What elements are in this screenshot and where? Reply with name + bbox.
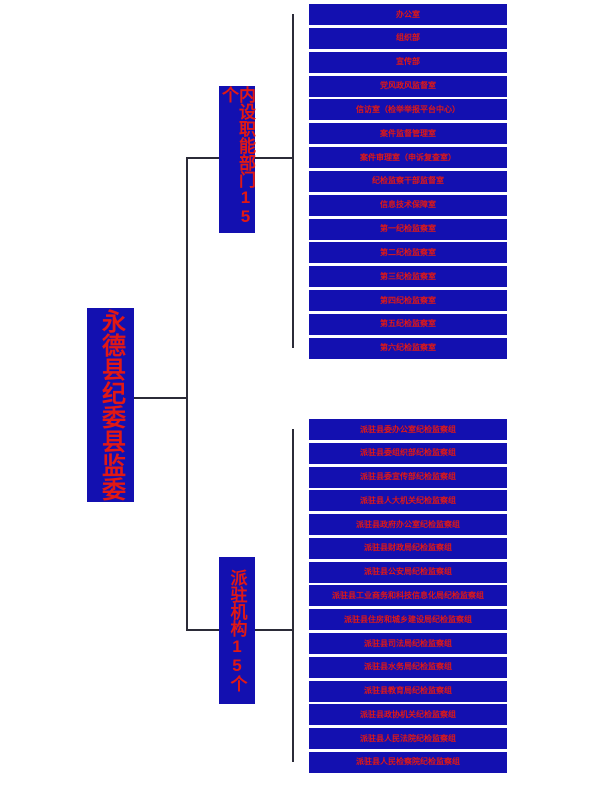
org-unit-node[interactable]: 案件监督管理室	[309, 123, 507, 145]
org-unit-node[interactable]: 第五纪检监察室	[309, 313, 507, 335]
org-unit-node[interactable]: 宣传部	[309, 51, 507, 73]
org-unit-node[interactable]: 派驻县人民检察院纪检监察组	[309, 751, 507, 773]
org-unit-node[interactable]: 第四纪检监察室	[309, 290, 507, 312]
org-unit-node[interactable]: 信访室（检举举报平台中心）	[309, 99, 507, 121]
org-unit-node[interactable]: 信息技术保障室	[309, 194, 507, 216]
org-unit-node[interactable]: 案件审理室（申诉复查室）	[309, 147, 507, 169]
org-unit-node[interactable]: 第二纪检监察室	[309, 242, 507, 264]
org-unit-node[interactable]: 第六纪检监察室	[309, 337, 507, 359]
org-unit-node[interactable]: 派驻县公安局纪检监察组	[309, 561, 507, 583]
org-unit-node[interactable]: 派驻县人大机关纪检监察组	[309, 490, 507, 512]
connector-top-group-spine	[292, 14, 294, 348]
org-unit-node[interactable]: 派驻县委办公室纪检监察组	[309, 419, 507, 440]
org-unit-node[interactable]: 派驻县司法局纪检监察组	[309, 633, 507, 655]
internal-departments-list: 办公室 组织部 宣传部 党风政风监督室 信访室（检举举报平台中心） 案件监督管理室 案件审理…	[309, 4, 507, 359]
connector-root-to-trunk	[132, 397, 188, 399]
org-unit-node[interactable]: 派驻县财政局纪检监察组	[309, 537, 507, 559]
org-unit-node[interactable]: 派驻县委宣传部纪检监察组	[309, 466, 507, 488]
org-unit-node[interactable]: 派驻县水务局纪检监察组	[309, 656, 507, 678]
org-unit-node[interactable]: 第三纪检监察室	[309, 266, 507, 288]
connector-bottom-group-spine	[292, 429, 294, 762]
connector-trunk	[186, 157, 188, 631]
org-unit-node[interactable]: 办公室	[309, 4, 507, 25]
branch-dispatched-agencies[interactable]: 派驻机构15个	[219, 557, 255, 704]
org-unit-node[interactable]: 派驻县政协机关纪检监察组	[309, 704, 507, 726]
root-node[interactable]: 永德县纪委县监委	[87, 308, 134, 502]
org-unit-node[interactable]: 派驻县工业商务和科技信息化局纪检监察组	[309, 585, 507, 607]
branch-internal-departments[interactable]: 内设职能部门15个	[219, 86, 255, 233]
org-unit-node[interactable]: 派驻县教育局纪检监察组	[309, 680, 507, 702]
org-unit-node[interactable]: 派驻县人民法院纪检监察组	[309, 728, 507, 750]
dispatched-agencies-list: 派驻县委办公室纪检监察组 派驻县委组织部纪检监察组 派驻县委宣传部纪检监察组 派驻县人…	[309, 419, 507, 773]
org-unit-node[interactable]: 派驻县政府办公室纪检监察组	[309, 514, 507, 536]
org-unit-node[interactable]: 党风政风监督室	[309, 75, 507, 97]
org-unit-node[interactable]: 纪检监察干部监督室	[309, 170, 507, 192]
org-unit-node[interactable]: 第一纪检监察室	[309, 218, 507, 240]
org-unit-node[interactable]: 派驻县委组织部纪检监察组	[309, 442, 507, 464]
org-unit-node[interactable]: 组织部	[309, 27, 507, 49]
org-unit-node[interactable]: 派驻县住房和城乡建设局纪检监察组	[309, 609, 507, 631]
